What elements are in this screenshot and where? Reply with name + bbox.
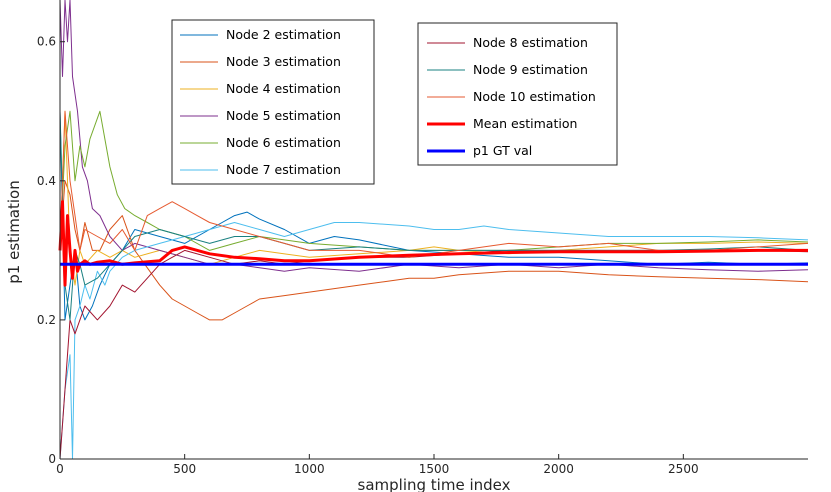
x-tick-label: 2000 — [543, 462, 574, 476]
y-axis-label: p1 estimation — [5, 180, 23, 283]
series-node-7-estimation — [59, 222, 809, 460]
series-mean-estimation — [58, 200, 808, 287]
series-node-10-estimation — [59, 110, 809, 258]
y-tick-label: 0.2 — [37, 313, 56, 327]
x-tick-label: 0 — [56, 462, 64, 476]
legend-label-node-6-estimation: Node 6 estimation — [226, 135, 341, 150]
legend-label-node-3-estimation: Node 3 estimation — [226, 54, 341, 69]
series-node-3-estimation — [59, 180, 809, 321]
legend-right-box — [417, 22, 618, 166]
y-tick-label: 0 — [48, 452, 56, 466]
legend-label-p1-gt-val: p1 GT val — [473, 143, 532, 158]
x-tick-label: 1000 — [294, 462, 325, 476]
series-layer — [58, 0, 809, 460]
legend-label-node-9-estimation: Node 9 estimation — [473, 62, 588, 77]
series-node-5-estimation — [59, 0, 809, 272]
x-axis-label: sampling time index — [358, 476, 511, 492]
y-tick-label: 0.4 — [37, 174, 56, 188]
legend-label-mean-estimation: Mean estimation — [473, 116, 577, 131]
legend-right: Node 8 estimation Node 9 estimation Node 1… — [417, 22, 618, 166]
x-tick-label: 1500 — [419, 462, 450, 476]
series-node-8-estimation — [59, 249, 809, 460]
legend-left: Node 2 estimation Node 3 estimation Node 4… — [171, 19, 375, 185]
legend-label-node-5-estimation: Node 5 estimation — [226, 108, 341, 123]
ticks-layer: 0 500 1000 1500 2000 2500 0 0.2 0.4 0.6 — [37, 35, 699, 476]
y-tick-label: 0.6 — [37, 35, 56, 49]
series-node-2-estimation — [59, 111, 809, 321]
x-tick-label: 500 — [173, 462, 196, 476]
legend-left-box — [171, 19, 375, 185]
legend-label-node-8-estimation: Node 8 estimation — [473, 35, 588, 50]
legend-label-node-4-estimation: Node 4 estimation — [226, 81, 341, 96]
legend-label-node-7-estimation: Node 7 estimation — [226, 162, 341, 177]
legend-label-node-10-estimation: Node 10 estimation — [473, 89, 596, 104]
x-tick-label: 2500 — [668, 462, 699, 476]
legend-label-node-2-estimation: Node 2 estimation — [226, 27, 341, 42]
